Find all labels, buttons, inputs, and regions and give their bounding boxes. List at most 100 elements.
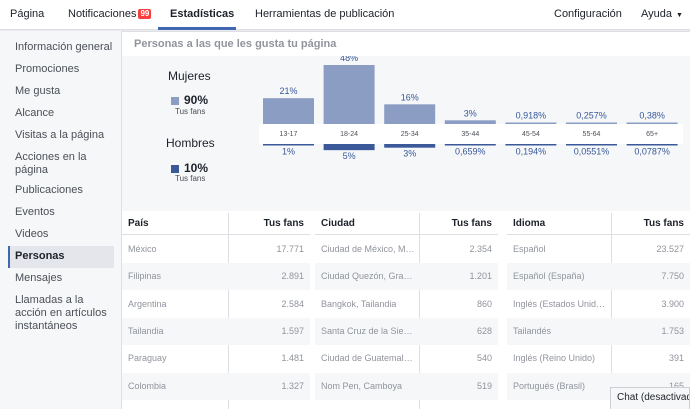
data-label-men: 0,194% xyxy=(516,147,547,157)
table-cell-fans: 2.354 xyxy=(469,244,492,254)
active-tab-indicator xyxy=(158,27,236,30)
tab-herramientas[interactable]: Herramientas de publicación xyxy=(255,8,395,20)
table-cell-fans: 165 xyxy=(668,380,684,391)
table-row: Inglés (Reino Unido) 391 xyxy=(507,345,690,372)
data-label-women: 3% xyxy=(464,108,477,118)
table-cell-name: Filipinas xyxy=(128,271,162,282)
table-cell-fans: 1.481 xyxy=(281,353,304,364)
top-nav: Página Notificaciones 99 Estadísticas Her… xyxy=(0,0,690,30)
sidebar-item-eventos[interactable]: Eventos xyxy=(15,206,55,218)
table-header: Ciudad Tus fans xyxy=(315,213,498,235)
table-row: Argentina 2.584 xyxy=(122,291,310,318)
gender-age-chart: Mujeres 90% Tus fans Hombres 10% Tus fan… xyxy=(122,56,690,211)
sidebar: Información general Promociones Me gusta… xyxy=(0,31,122,409)
table-row: Bangkok, Tailandia 860 xyxy=(315,291,498,318)
table-cell-fans: 391 xyxy=(668,353,684,364)
table-cell-name: México xyxy=(128,244,157,254)
help-menu[interactable]: Ayuda ▼ xyxy=(641,8,683,20)
table-cell-name: Santa Cruz de la Sierra... xyxy=(321,325,415,336)
legend-women-swatch xyxy=(171,97,179,105)
sidebar-item-publicaciones[interactable]: Publicaciones xyxy=(15,184,83,196)
tick-label: 55-64 xyxy=(583,131,601,138)
table-cell-name: Colombia xyxy=(128,380,167,391)
data-label-men: 0,0787% xyxy=(634,147,670,157)
column-header-fans[interactable]: Tus fans xyxy=(451,218,492,229)
bar-women-13-17 xyxy=(263,98,314,124)
table-row: Paraguay 1.481 xyxy=(122,345,310,372)
sidebar-item-acciones[interactable]: Acciones en la página xyxy=(15,151,87,176)
table-cell-name: Tailandia xyxy=(128,325,164,336)
column-header-pais[interactable]: País xyxy=(128,218,149,229)
bar-men-35-44 xyxy=(444,144,496,146)
column-divider xyxy=(228,213,229,409)
table-cell-fans: 1.597 xyxy=(281,325,304,336)
tab-pagina[interactable]: Página xyxy=(10,8,45,20)
tab-configuracion[interactable]: Configuración xyxy=(554,8,622,20)
table-row: Inglés (Estados Unidos) 3.900 xyxy=(507,291,690,318)
tab-estadisticas[interactable]: Estadísticas xyxy=(170,8,235,20)
sidebar-item-me-gusta[interactable]: Me gusta xyxy=(15,85,61,97)
sidebar-item-personas[interactable]: Personas xyxy=(8,246,114,268)
tab-notificaciones-label: Notificaciones xyxy=(68,8,137,20)
tick-label: 18-24 xyxy=(340,131,358,138)
bar-women-55-64 xyxy=(566,122,617,124)
data-label-men: 5% xyxy=(343,151,356,161)
legend-men-swatch xyxy=(171,165,179,173)
notification-count-badge: 99 xyxy=(138,9,152,19)
bar-men-25-34 xyxy=(384,144,436,148)
table-cell-fans: 628 xyxy=(476,325,492,336)
chat-bar[interactable]: Chat (desactivado) xyxy=(610,387,690,409)
sidebar-item-videos[interactable]: Videos xyxy=(15,228,49,240)
language-table: Idioma Tus fans Español 23.527 Español (Es… xyxy=(507,213,690,409)
sidebar-item-informacion-general[interactable]: Información general xyxy=(15,41,113,53)
bar-women-65+ xyxy=(626,122,678,124)
tick-label: 45-54 xyxy=(522,131,540,138)
city-table: Ciudad Tus fans Ciudad de México, Mé... 2… xyxy=(315,213,498,409)
table-cell-name: Ciudad de México, Mé... xyxy=(321,244,415,254)
bar-chart-svg: 21% 13-17 1% 48% 18-24 5% 16% 25-34 3% 3% 35-44 0,6… xyxy=(259,56,684,161)
table-cell-fans: 860 xyxy=(476,298,492,309)
column-header-ciudad[interactable]: Ciudad xyxy=(321,218,355,229)
column-header-fans[interactable]: Tus fans xyxy=(263,218,304,229)
table-cell-fans: 7.750 xyxy=(661,271,684,282)
data-label-women: 0,38% xyxy=(639,111,665,121)
panel-title: Personas a las que les gusta tu página xyxy=(134,38,337,50)
tick-label: 25-34 xyxy=(401,131,419,138)
legend-women-sub: Tus fans xyxy=(175,107,206,116)
column-header-idioma[interactable]: Idioma xyxy=(513,218,546,229)
table-cell-fans: 23.527 xyxy=(656,244,684,254)
data-label-men: 0,0551% xyxy=(574,147,610,157)
table-cell-name: Español (España) xyxy=(513,271,585,282)
tab-notificaciones[interactable]: Notificaciones 99 xyxy=(68,8,152,20)
table-row: Ciudad de México, Mé... 2.354 xyxy=(315,236,498,263)
data-label-women: 21% xyxy=(279,86,297,96)
table-cell-fans: 2.584 xyxy=(281,298,304,309)
bar-men-18-24 xyxy=(323,144,375,151)
country-table: País Tus fans México 17.771 Filipinas 2.891… xyxy=(122,213,310,409)
sidebar-item-llamadas[interactable]: Llamadas a la acción en artículos instan… xyxy=(15,294,107,332)
table-cell-name: Nom Pen, Camboya xyxy=(321,380,403,391)
table-row: Santa Cruz de la Sierra... 628 xyxy=(315,317,498,345)
data-label-men: 3% xyxy=(403,149,416,159)
data-label-men: 1% xyxy=(282,147,295,157)
sidebar-item-visitas[interactable]: Visitas a la página xyxy=(15,129,105,141)
legend-women-pct: 90% xyxy=(184,93,209,107)
personas-panel: Personas a las que les gusta tu página M… xyxy=(122,31,690,409)
table-row: Tailandés 1.753 xyxy=(507,317,690,345)
table-row: Colombia 1.327 xyxy=(122,372,310,400)
legend-women-label: Mujeres xyxy=(168,69,211,83)
table-cell-name: Ciudad de Guatemala, ... xyxy=(321,353,415,364)
bar-men-13-17 xyxy=(263,144,314,146)
column-divider xyxy=(611,213,612,409)
column-header-fans[interactable]: Tus fans xyxy=(643,218,684,229)
help-menu-label: Ayuda xyxy=(641,8,672,20)
table-row: Filipinas 2.891 xyxy=(122,263,310,291)
legend-men-label: Hombres xyxy=(166,136,215,150)
sidebar-item-alcance[interactable]: Alcance xyxy=(15,107,55,119)
table-cell-name: Tailandés xyxy=(513,325,552,336)
table-cell-name: Inglés (Estados Unidos) xyxy=(513,298,607,309)
sidebar-item-promociones[interactable]: Promociones xyxy=(15,63,80,75)
table-cell-fans: 540 xyxy=(476,353,492,364)
sidebar-item-mensajes[interactable]: Mensajes xyxy=(15,272,63,284)
table-row: Nom Pen, Camboya 519 xyxy=(315,372,498,400)
